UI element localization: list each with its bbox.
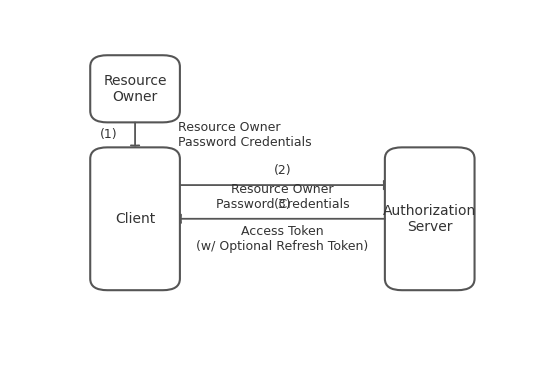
Text: Resource
Owner: Resource Owner: [104, 74, 167, 104]
Text: Client: Client: [115, 212, 155, 226]
Text: Resource Owner
Password Credentials: Resource Owner Password Credentials: [215, 183, 349, 211]
FancyBboxPatch shape: [90, 55, 180, 122]
FancyBboxPatch shape: [90, 147, 180, 290]
Text: Resource Owner
Password Credentials: Resource Owner Password Credentials: [178, 121, 311, 148]
FancyBboxPatch shape: [385, 147, 474, 290]
Text: Access Token
(w/ Optional Refresh Token): Access Token (w/ Optional Refresh Token): [196, 225, 369, 253]
Text: Authorization
Server: Authorization Server: [383, 204, 476, 234]
Text: (3): (3): [274, 198, 291, 211]
Text: (2): (2): [274, 164, 291, 177]
Text: (1): (1): [100, 128, 118, 141]
